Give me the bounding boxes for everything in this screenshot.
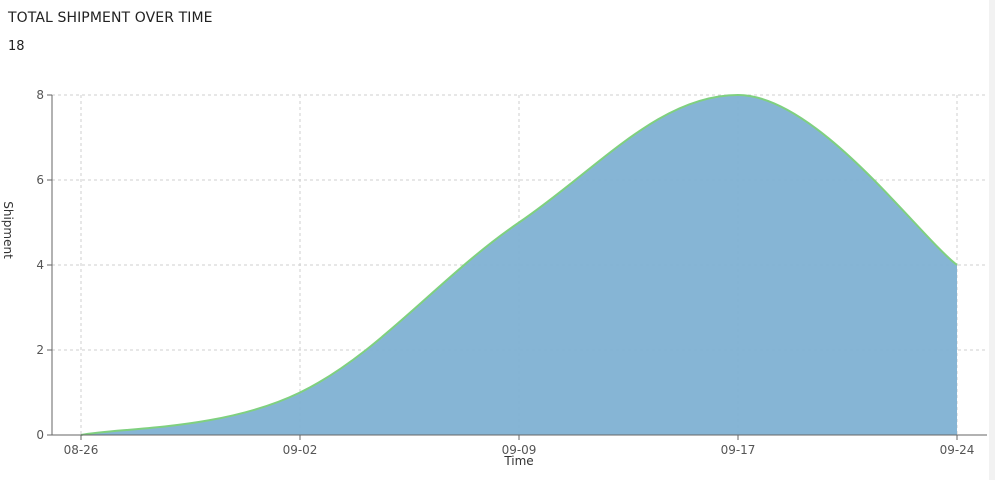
scrollbar[interactable] — [989, 0, 995, 480]
chart-area: 0 2 4 6 8 08-26 09-02 09-09 09-17 09-24 Time Shipme… — [0, 80, 995, 480]
y-axis-title: Shipment — [1, 201, 15, 259]
x-tick-label: 08-26 — [64, 443, 99, 457]
y-tick-label: 8 — [36, 88, 44, 102]
y-tick-label: 0 — [36, 428, 44, 442]
x-tick-label: 09-09 — [502, 443, 537, 457]
total-shipment-value: 18 — [8, 39, 25, 54]
chart-header: TOTAL SHIPMENT OVER TIME 18 — [8, 10, 213, 54]
x-tick-label: 09-24 — [940, 443, 975, 457]
area-chart: 0 2 4 6 8 08-26 09-02 09-09 09-17 09-24 Time Shipme… — [1, 88, 987, 468]
x-tick-label: 09-17 — [721, 443, 756, 457]
y-tick-label: 6 — [36, 173, 44, 187]
area-fill — [81, 95, 957, 435]
x-tick-label: 09-02 — [283, 443, 318, 457]
y-tick-label: 2 — [36, 343, 44, 357]
y-tick-label: 4 — [36, 258, 44, 272]
x-axis-title: Time — [503, 454, 533, 468]
series-line — [80, 93, 958, 436]
chart-title: TOTAL SHIPMENT OVER TIME — [8, 10, 213, 26]
